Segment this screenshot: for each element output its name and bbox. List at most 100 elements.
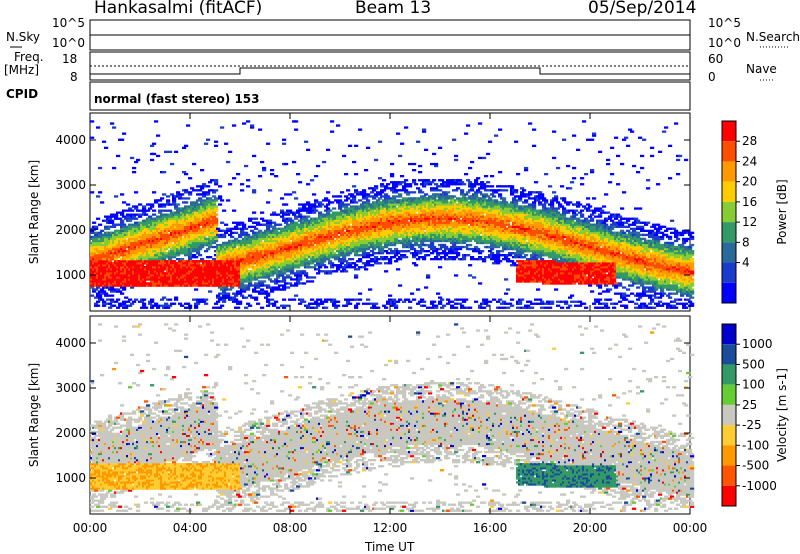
echo-cell — [218, 235, 223, 239]
echo-cell — [202, 195, 207, 198]
echo-cell — [250, 245, 255, 249]
echo-cell — [232, 296, 237, 299]
echo-cell — [236, 221, 241, 224]
echo-cell — [342, 154, 347, 158]
echo-cell — [226, 160, 231, 164]
echo-cell — [280, 197, 285, 200]
echo-cell — [220, 199, 225, 202]
echo-cell — [140, 300, 145, 303]
echo-cell — [214, 179, 219, 182]
echo-cell — [272, 221, 277, 224]
echo-cell — [290, 219, 295, 222]
echo-cell — [270, 213, 275, 216]
echo-cell — [248, 225, 253, 228]
echo-cell — [240, 229, 245, 232]
echo-cell — [220, 304, 225, 307]
echo-cell — [338, 245, 343, 249]
echo-cell — [276, 286, 281, 289]
echo-cell — [200, 258, 205, 261]
echo-cell — [268, 189, 273, 192]
echo-cell — [284, 162, 289, 166]
echo-cell — [106, 270, 111, 273]
echo-cell — [126, 300, 131, 303]
echo-cell — [224, 266, 229, 269]
echo-cell — [96, 195, 101, 198]
echo-cell — [102, 140, 107, 143]
echo-cell — [344, 173, 349, 176]
echo-cell — [136, 229, 141, 232]
echo-cell — [132, 215, 137, 218]
echo-cell — [282, 288, 287, 291]
echo-cell — [164, 221, 169, 224]
echo-cell — [242, 223, 247, 226]
echo-cell — [384, 270, 389, 273]
echo-cell — [306, 201, 311, 204]
echo-cell — [366, 256, 371, 259]
echo-cell — [292, 233, 297, 237]
echo-cell — [266, 298, 271, 301]
echo-cell — [222, 235, 227, 239]
echo-cell — [94, 233, 99, 237]
echo-cell — [196, 262, 201, 265]
echo-cell — [388, 235, 393, 239]
echo-cell — [160, 298, 165, 301]
echo-cell — [354, 144, 359, 147]
echo-cell — [232, 239, 237, 243]
echo-cell — [316, 221, 321, 224]
echo-cell — [238, 290, 243, 293]
echo-cell — [244, 268, 249, 271]
echo-cell — [92, 290, 97, 293]
echo-cell — [224, 288, 229, 291]
echo-cell — [306, 148, 311, 151]
echo-cell — [336, 256, 341, 259]
echo-cell — [254, 217, 259, 220]
echo-cell — [156, 306, 161, 309]
echo-cell — [150, 268, 155, 271]
echo-cell — [112, 166, 117, 170]
echo-cell — [376, 199, 381, 202]
echo-cell — [336, 268, 341, 271]
echo-cell — [340, 191, 345, 194]
echo-cell — [212, 211, 217, 214]
echo-cell — [332, 298, 337, 301]
echo-cell — [286, 239, 291, 243]
echo-cell — [140, 270, 145, 273]
echo-cell — [200, 274, 205, 277]
echo-cell — [354, 201, 359, 204]
echo-cell — [402, 254, 407, 257]
echo-cell — [126, 203, 131, 206]
echo-cell — [266, 284, 271, 287]
echo-cell — [98, 235, 103, 239]
echo-cell — [370, 187, 375, 190]
echo-cell — [128, 207, 133, 210]
echo-cell — [322, 215, 327, 218]
echo-cell — [208, 256, 213, 259]
echo-cell — [238, 292, 243, 295]
echo-cell — [92, 243, 97, 247]
echo-cell — [362, 191, 367, 194]
echo-cell — [246, 288, 251, 291]
echo-cell — [186, 197, 191, 200]
echo-cell — [384, 256, 389, 259]
echo-cell — [242, 286, 247, 289]
echo-cell — [244, 274, 249, 277]
echo-cell — [366, 252, 371, 255]
echo-cell — [376, 245, 381, 249]
echo-cell — [146, 243, 151, 247]
echo-cell — [254, 278, 259, 281]
echo-cell — [176, 254, 181, 257]
echo-cell — [344, 260, 349, 263]
echo-cell — [310, 243, 315, 247]
echo-cell — [356, 302, 361, 305]
echo-cell — [192, 241, 197, 245]
echo-cell — [182, 233, 187, 237]
echo-cell — [120, 138, 125, 141]
echo-cell — [142, 211, 147, 214]
echo-cell — [126, 270, 131, 273]
echo-cell — [114, 278, 119, 281]
echo-cell — [392, 256, 397, 259]
echo-cell — [140, 227, 145, 230]
echo-cell — [268, 221, 273, 224]
echo-cell — [324, 266, 329, 269]
echo-cell — [166, 264, 171, 267]
